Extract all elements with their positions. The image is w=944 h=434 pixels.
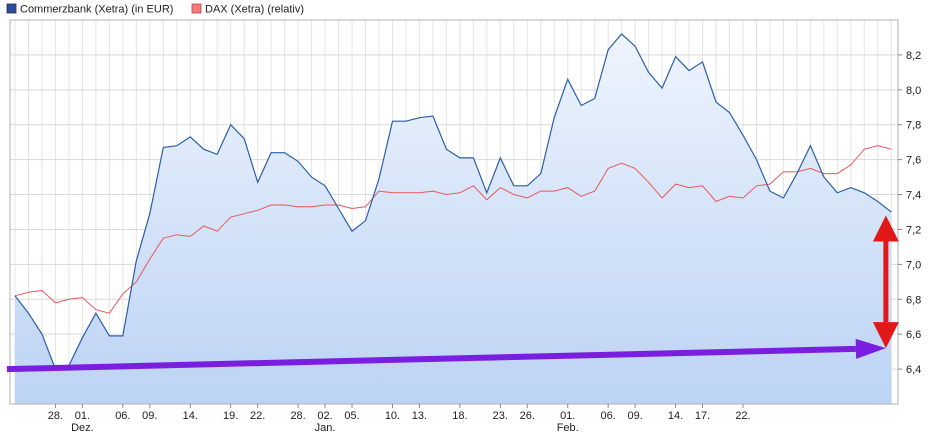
x-tick-label: 28.: [290, 410, 305, 422]
y-tick-label: 7,8: [906, 120, 921, 132]
y-tick-label: 6,4: [906, 364, 921, 376]
x-tick-label: 14.: [668, 410, 683, 422]
range-arrow-head-bottom: [872, 322, 899, 349]
x-tick-label: 10.: [385, 410, 400, 422]
trend-arrow-head: [855, 338, 886, 359]
plot-frame: [9, 19, 899, 405]
x-tick-label: 22.: [735, 410, 750, 422]
x-tick-label: 02.: [317, 410, 332, 422]
y-tick-label: 6,8: [906, 294, 921, 306]
series-line-commerzbank: [14, 33, 892, 370]
trend-arrow-shaft: [6, 345, 856, 373]
x-tick-label: 28.: [48, 410, 63, 422]
x-tick-label: 22.: [250, 410, 265, 422]
legend-swatch-dax: [191, 3, 202, 14]
x-tick-label: 18.: [452, 410, 467, 422]
x-tick-label: 09.: [142, 410, 157, 422]
x-month-label: Dez.: [71, 422, 94, 434]
y-tick-label: 7,2: [906, 224, 921, 236]
y-tick-label: 8,0: [906, 85, 921, 97]
x-tick-label: 17.: [695, 410, 710, 422]
y-tick-label: 7,6: [906, 155, 921, 167]
x-month-label: Feb.: [557, 422, 579, 434]
y-tick-label: 8,2: [906, 50, 921, 62]
x-tick-label: 01.: [560, 410, 575, 422]
x-tick-label: 06.: [601, 410, 616, 422]
y-tick-label: 7,4: [906, 190, 921, 202]
legend: Commerzbank (Xetra) (in EUR) DAX (Xetra)…: [6, 3, 304, 16]
x-tick-label: 06.: [115, 410, 130, 422]
x-tick-label: 26.: [520, 410, 535, 422]
x-tick-label: 23.: [493, 410, 508, 422]
y-tick-label: 7,0: [906, 259, 921, 271]
y-tick-label: 6,6: [906, 329, 921, 341]
y-axis: 6,4 6,6 6,8 7,0 7,2 7,4 7,6 7,8 8,0 8,2: [898, 50, 921, 376]
x-axis: 28. 01. 06. 09. 14. 19. 22. 28. 02. 05. 10. 13. 18. 2…: [48, 404, 751, 434]
x-tick-label: 01.: [75, 410, 90, 422]
legend-label-dax: DAX (Xetra) (relativ): [205, 4, 304, 16]
range-arrow-head-top: [872, 215, 899, 242]
legend-swatch-commerzbank: [6, 3, 17, 14]
series-line-dax: [14, 145, 892, 314]
x-tick-label: 05.: [344, 410, 359, 422]
legend-label-commerzbank: Commerzbank (Xetra) (in EUR): [20, 4, 173, 16]
series-area-commerzbank: [15, 34, 892, 404]
x-tick-label: 19.: [223, 410, 238, 422]
plot-area: [9, 19, 899, 405]
annotations: [6, 215, 899, 373]
x-tick-label: 14.: [183, 410, 198, 422]
x-tick-label: 13.: [412, 410, 427, 422]
x-tick-label: 09.: [627, 410, 642, 422]
x-month-label: Jan.: [315, 422, 336, 434]
